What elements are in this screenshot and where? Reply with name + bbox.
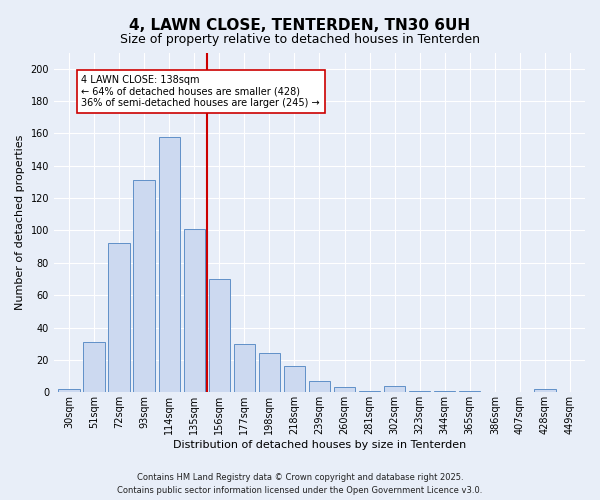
Bar: [83, 342, 104, 392]
Bar: [534, 389, 556, 392]
Bar: [384, 386, 405, 392]
Bar: [334, 388, 355, 392]
Bar: [309, 381, 330, 392]
Bar: [158, 136, 180, 392]
Bar: [133, 180, 155, 392]
Text: 4 LAWN CLOSE: 138sqm
← 64% of detached houses are smaller (428)
36% of semi-deta: 4 LAWN CLOSE: 138sqm ← 64% of detached h…: [82, 75, 320, 108]
Bar: [434, 390, 455, 392]
Bar: [359, 390, 380, 392]
Text: Contains HM Land Registry data © Crown copyright and database right 2025.
Contai: Contains HM Land Registry data © Crown c…: [118, 474, 482, 495]
Text: 4, LAWN CLOSE, TENTERDEN, TN30 6UH: 4, LAWN CLOSE, TENTERDEN, TN30 6UH: [130, 18, 470, 32]
Bar: [284, 366, 305, 392]
Bar: [209, 279, 230, 392]
Bar: [109, 244, 130, 392]
Y-axis label: Number of detached properties: Number of detached properties: [15, 134, 25, 310]
Bar: [459, 390, 481, 392]
Bar: [233, 344, 255, 393]
Bar: [259, 354, 280, 393]
Text: Size of property relative to detached houses in Tenterden: Size of property relative to detached ho…: [120, 32, 480, 46]
Bar: [409, 390, 430, 392]
Bar: [58, 389, 80, 392]
Bar: [184, 229, 205, 392]
X-axis label: Distribution of detached houses by size in Tenterden: Distribution of detached houses by size …: [173, 440, 466, 450]
